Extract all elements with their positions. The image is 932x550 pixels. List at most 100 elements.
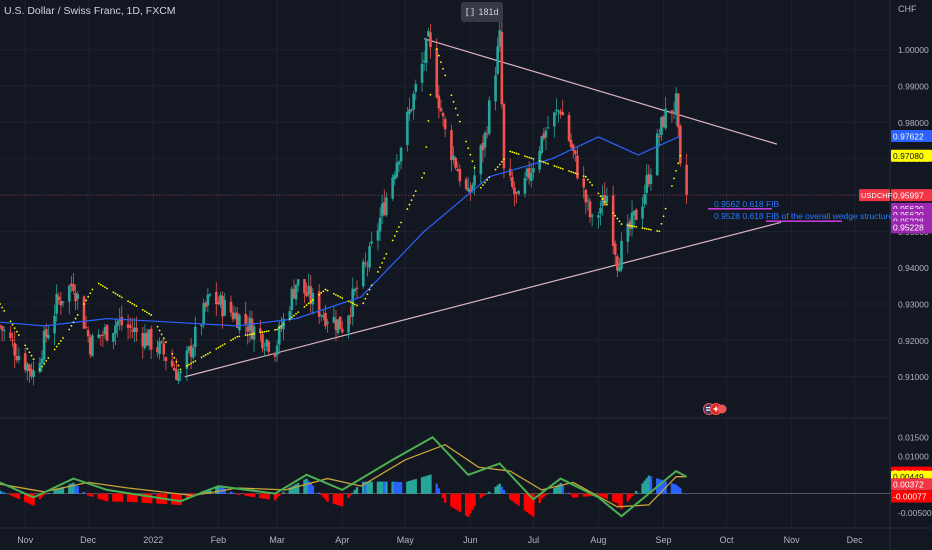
- psar-dot: [614, 214, 617, 217]
- macd-histogram-bar: [149, 493, 153, 504]
- macd-histogram-bar: [30, 493, 33, 505]
- macd-tag-bg: [891, 478, 932, 491]
- psar-dot: [456, 114, 459, 116]
- candle-body: [130, 330, 134, 332]
- candle-body: [397, 161, 401, 165]
- macd-tag-label: -0.00077: [893, 492, 927, 502]
- candle-body: [395, 162, 399, 177]
- psar-dot: [127, 300, 129, 303]
- macd-histogram-bar: [105, 493, 109, 502]
- macd-histogram-bar: [546, 493, 550, 494]
- macd-histogram-bar: [635, 491, 638, 494]
- macd-histogram-bar: [0, 491, 4, 494]
- macd-histogram-bar: [61, 486, 65, 494]
- macd-histogram-bar: [267, 493, 270, 500]
- macd-histogram-bar: [584, 493, 588, 497]
- psar-dot: [557, 166, 560, 169]
- psar-dot: [559, 167, 562, 170]
- range-badge[interactable]: ⟦⟧ 181d: [461, 2, 503, 22]
- macd-histogram-bar: [349, 493, 352, 496]
- macd-histogram-bar: [498, 483, 501, 494]
- candle-body: [557, 110, 560, 112]
- macd-histogram-bar: [450, 493, 453, 507]
- candle-body: [485, 133, 489, 135]
- psar-dot: [28, 351, 31, 354]
- macd-histogram-bar: [175, 493, 178, 505]
- psar-dot: [385, 252, 388, 255]
- candle-body: [643, 194, 646, 205]
- macd-histogram-bar: [145, 493, 149, 503]
- candle-body: [13, 343, 16, 356]
- currency-flags-icon[interactable]: [703, 403, 727, 415]
- psar-dot: [278, 326, 281, 329]
- psar-dot: [530, 157, 533, 160]
- macd-histogram-bar: [341, 493, 344, 507]
- psar-dot: [671, 185, 673, 187]
- psar-dot: [293, 314, 295, 317]
- macd-histogram-bar: [250, 493, 254, 497]
- macd-histogram-bar: [185, 493, 189, 500]
- macd-histogram-bar: [597, 493, 600, 496]
- macd-histogram-bar: [420, 477, 424, 494]
- fib-label: 0.9562 0.618 FIB: [714, 199, 780, 209]
- macd-histogram-bar: [217, 485, 220, 494]
- macd-histogram-bar: [261, 493, 264, 499]
- macd-histogram-bar: [126, 493, 130, 502]
- psar-dot: [393, 235, 396, 237]
- macd-histogram-bar: [582, 493, 585, 497]
- macd-histogram-bar: [0, 490, 2, 494]
- psar-dot: [603, 200, 606, 203]
- candle-body: [114, 325, 117, 334]
- candle-body: [553, 112, 556, 127]
- psar-dot: [641, 227, 644, 230]
- macd-histogram-bar: [385, 481, 388, 494]
- time-tick-label: Sep: [656, 535, 672, 545]
- price-tag-bg: [891, 130, 932, 143]
- macd-histogram-bar: [355, 487, 359, 494]
- candle-body: [670, 110, 674, 114]
- psar-dot: [400, 221, 402, 224]
- symbol-tag-label: USDCHF: [861, 191, 893, 200]
- range-label: 181d: [478, 7, 499, 17]
- psar-dot: [660, 222, 663, 225]
- psar-dot: [414, 190, 417, 193]
- macd-histogram-bar: [406, 481, 409, 494]
- candle-body: [193, 326, 197, 348]
- psar-dot: [13, 327, 16, 330]
- psar-dot: [584, 175, 587, 178]
- candle-body: [44, 329, 48, 337]
- candle-body: [473, 175, 476, 186]
- macd-histogram-bar: [147, 493, 151, 504]
- candle-body: [471, 184, 474, 191]
- psar-dot: [538, 160, 541, 162]
- psar-dot: [236, 335, 239, 338]
- macd-histogram-bar: [187, 493, 191, 499]
- psar-dot: [526, 155, 528, 158]
- candle-body: [588, 201, 592, 218]
- psar-dot: [150, 314, 153, 316]
- candle-body: [559, 111, 562, 115]
- macd-histogram-bar: [72, 482, 75, 494]
- candle-body: [542, 133, 546, 139]
- psar-dot: [353, 303, 356, 306]
- macd-histogram-bar: [47, 493, 50, 494]
- macd-histogram-bar: [99, 493, 102, 500]
- candle-body: [177, 373, 180, 382]
- price-tick-label: 0.93000: [898, 300, 929, 310]
- candle-body: [571, 144, 575, 151]
- psar-dot: [116, 293, 119, 296]
- macd-histogram-bar: [233, 493, 237, 495]
- macd-histogram-bar: [509, 493, 512, 500]
- psar-dot: [276, 328, 279, 331]
- macd-histogram-bar: [15, 493, 18, 499]
- candle-body: [364, 262, 367, 264]
- candle-body: [128, 325, 132, 328]
- psar-dot: [391, 239, 394, 242]
- price-tag-bg: [891, 189, 932, 202]
- psar-dot: [645, 228, 648, 230]
- macd-histogram-bar: [53, 490, 56, 494]
- candle-body: [250, 318, 254, 340]
- psar-dot: [129, 301, 132, 304]
- candle-body: [317, 291, 321, 317]
